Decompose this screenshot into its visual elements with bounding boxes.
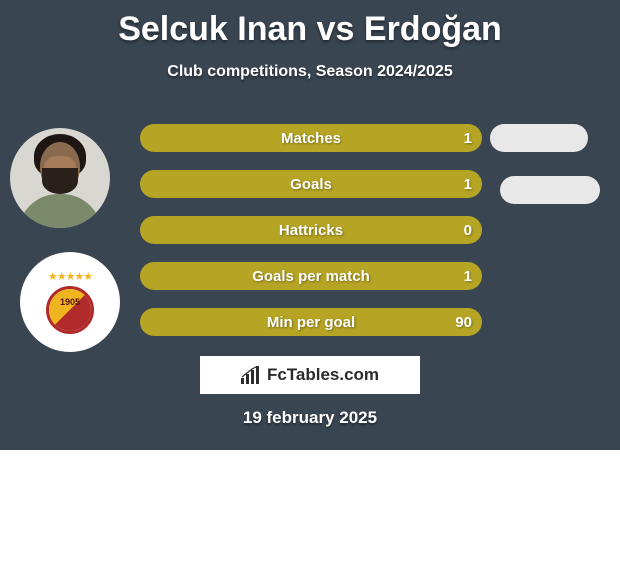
stat-value-left: 90 xyxy=(455,308,472,336)
stat-label: Matches xyxy=(140,124,482,152)
stat-label: Goals xyxy=(140,170,482,198)
stat-pill: Goals per match1 xyxy=(140,262,482,290)
avatar-beard xyxy=(42,168,78,194)
stat-label: Min per goal xyxy=(140,308,482,336)
stat-label: Hattricks xyxy=(140,216,482,244)
stat-pill: Matches1 xyxy=(140,124,482,152)
stat-pill: Hattricks0 xyxy=(140,216,482,244)
avatar-shoulders xyxy=(18,194,102,228)
badge-inner: ★★★★★ 1905 xyxy=(40,272,100,332)
barchart-icon xyxy=(241,366,261,384)
stat-value-left: 1 xyxy=(464,262,472,290)
stat-value-left: 1 xyxy=(464,124,472,152)
stats-card: Selcuk Inan vs Erdoğan Club competitions… xyxy=(0,0,620,450)
date-text: 19 february 2025 xyxy=(0,408,620,428)
club-badge-left: ★★★★★ 1905 xyxy=(20,252,120,352)
page-title: Selcuk Inan vs Erdoğan xyxy=(0,0,620,49)
stat-label: Goals per match xyxy=(140,262,482,290)
branding-box: FcTables.com xyxy=(200,356,420,394)
stat-value-left: 1 xyxy=(464,170,472,198)
subtitle: Club competitions, Season 2024/2025 xyxy=(0,63,620,81)
branding-text: FcTables.com xyxy=(267,365,379,385)
badge-year: 1905 xyxy=(40,272,100,332)
stat-pill: Min per goal90 xyxy=(140,308,482,336)
right-pill xyxy=(490,124,588,152)
player-avatar-left xyxy=(10,128,110,228)
right-pill xyxy=(500,176,600,204)
stats-column: Matches1Goals1Hattricks0Goals per match1… xyxy=(140,124,482,354)
stat-pill: Goals1 xyxy=(140,170,482,198)
stat-value-left: 0 xyxy=(464,216,472,244)
